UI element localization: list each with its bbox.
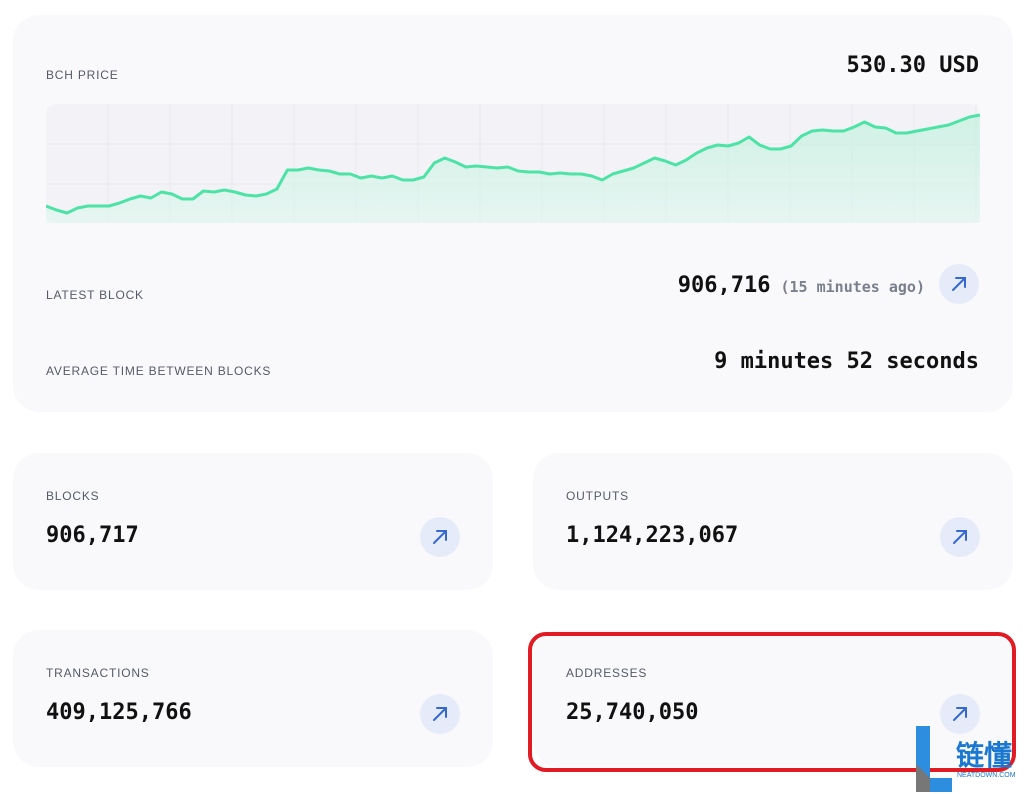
open-stat[interactable]	[420, 517, 460, 557]
stat-label: ADDRESSES	[566, 666, 648, 680]
latest-block-value: 906,716 (15 minutes ago)	[678, 273, 925, 298]
price-label: BCH PRICE	[46, 68, 119, 82]
open-stat[interactable]	[420, 694, 460, 734]
price-chart	[46, 104, 980, 223]
price-line	[46, 113, 980, 215]
stat-value: 25,740,050	[566, 700, 699, 725]
watermark: 链懂 NEATDOWN.COM	[914, 724, 1029, 794]
stat-card: TRANSACTIONS 409,125,766	[13, 630, 493, 767]
stat-value: 906,717	[46, 523, 139, 548]
avg-time-value: 9 minutes 52 seconds	[714, 349, 979, 374]
price-value: 530.30 USD	[846, 53, 979, 78]
stat-value: 409,125,766	[46, 700, 192, 725]
watermark-subtitle: NEATDOWN.COM	[957, 772, 1016, 779]
stat-label: TRANSACTIONS	[46, 666, 150, 680]
open-latest-block[interactable]	[939, 264, 979, 304]
avg-time-label: AVERAGE TIME BETWEEN BLOCKS	[46, 364, 272, 378]
open-stat[interactable]	[940, 694, 980, 734]
highlight-box	[528, 632, 1016, 772]
stat-value: 1,124,223,067	[566, 523, 739, 548]
stat-card: OUTPUTS 1,124,223,067	[533, 453, 1013, 590]
stat-card: ADDRESSES 25,740,050	[533, 630, 1013, 767]
block-height: 906,716	[677, 273, 771, 298]
block-age: (15 minutes ago)	[780, 278, 926, 296]
open-stat[interactable]	[940, 517, 980, 557]
watermark-title: 链懂	[956, 740, 1013, 771]
summary-card: BCH PRICE 530.30 USD LATEST BLOCK 906,71…	[13, 15, 1013, 412]
latest-block-label: LATEST BLOCK	[46, 288, 144, 302]
stat-card: BLOCKS 906,717	[13, 453, 493, 590]
stat-label: OUTPUTS	[566, 489, 629, 503]
stat-label: BLOCKS	[46, 489, 100, 503]
